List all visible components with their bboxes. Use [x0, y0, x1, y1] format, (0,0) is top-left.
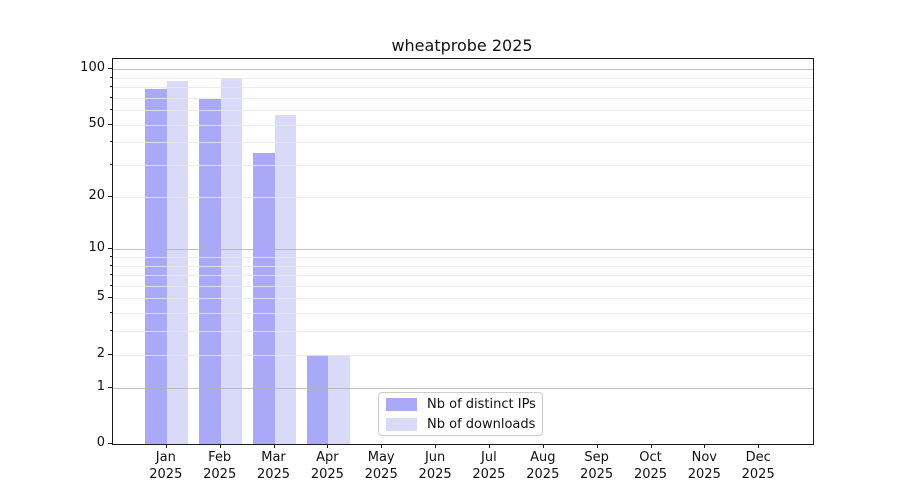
minor-gridline	[113, 124, 813, 126]
y-tick-label: 1	[96, 378, 105, 394]
y-minor-tick-mark	[110, 353, 112, 355]
bar-nb-of-downloads-feb-2025	[220, 78, 243, 444]
minor-gridline	[113, 265, 813, 267]
x-tick-mark	[435, 444, 437, 448]
x-tick-label: Jun 2025	[418, 450, 452, 482]
legend: Nb of distinct IPs Nb of downloads	[378, 392, 543, 436]
y-minor-tick-mark	[110, 164, 112, 165]
y-minor-tick-mark	[110, 141, 112, 143]
y-minor-tick-mark	[110, 195, 112, 197]
x-tick-mark	[650, 444, 652, 448]
x-tick-mark	[165, 444, 167, 448]
y-minor-tick-mark	[110, 85, 112, 87]
minor-gridline	[113, 196, 813, 198]
major-gridline	[113, 249, 813, 251]
y-tick-mark	[108, 443, 112, 444]
y-minor-tick-mark	[110, 96, 112, 98]
y-tick-label: 50	[88, 115, 105, 131]
y-tick-label: 5	[96, 289, 105, 305]
x-tick-mark	[542, 444, 544, 448]
y-tick-label: 0	[96, 435, 105, 450]
x-tick-label: Oct 2025	[633, 450, 668, 482]
y-minor-tick-mark	[110, 312, 112, 314]
x-tick-label: Aug 2025	[526, 450, 560, 482]
x-tick-label: May 2025	[364, 450, 398, 482]
y-minor-tick-mark	[110, 255, 112, 257]
minor-gridline	[113, 313, 813, 315]
minor-gridline	[113, 110, 813, 111]
legend-item-distinct-ips: Nb of distinct IPs	[386, 397, 542, 412]
legend-swatch-downloads	[386, 417, 417, 431]
y-minor-tick-mark	[110, 264, 112, 266]
minor-gridline	[113, 165, 813, 166]
minor-gridline	[113, 86, 813, 88]
y-tick-mark	[108, 248, 112, 250]
minor-gridline	[113, 256, 813, 258]
x-tick-label: Jul 2025	[472, 450, 506, 482]
bar-nb-of-distinct-ips-feb-2025	[199, 98, 221, 444]
x-tick-mark	[758, 444, 760, 448]
y-tick-label: 10	[88, 240, 105, 256]
y-tick-label: 20	[88, 187, 105, 203]
minor-gridline	[113, 275, 813, 276]
x-tick-label: Mar 2025	[256, 450, 291, 482]
x-tick-label: Sep 2025	[580, 450, 614, 482]
x-tick-label: Nov 2025	[687, 450, 721, 482]
x-tick-mark	[327, 444, 329, 448]
bar-nb-of-downloads-mar-2025	[274, 115, 297, 444]
y-minor-tick-mark	[110, 109, 112, 110]
chart-title: wheatprobe 2025	[391, 36, 533, 55]
bar-nb-of-distinct-ips-apr-2025	[306, 354, 329, 444]
y-tick-label: 100	[80, 60, 105, 75]
legend-label-downloads: Nb of downloads	[427, 416, 536, 432]
x-tick-mark	[488, 444, 490, 448]
x-tick-label: Feb 2025	[203, 450, 237, 482]
minor-gridline	[113, 298, 813, 300]
y-tick-mark	[108, 68, 112, 69]
y-minor-tick-mark	[110, 297, 112, 299]
plot-area	[112, 58, 814, 445]
legend-label-distinct-ips: Nb of distinct IPs	[427, 396, 536, 412]
x-tick-label: Jan 2025	[149, 450, 183, 482]
legend-item-downloads: Nb of downloads	[386, 417, 542, 432]
bar-nb-of-downloads-jan-2025	[166, 81, 189, 444]
minor-gridline	[113, 354, 813, 356]
x-tick-mark	[704, 444, 706, 448]
y-minor-tick-mark	[110, 274, 112, 275]
x-tick-label: Apr 2025	[310, 450, 344, 482]
major-gridline	[113, 387, 813, 389]
y-minor-tick-mark	[110, 76, 112, 78]
minor-gridline	[113, 142, 813, 144]
y-minor-tick-mark	[110, 123, 112, 125]
legend-swatch-distinct-ips	[386, 397, 417, 411]
minor-gridline	[113, 77, 813, 79]
x-tick-label: Dec 2025	[741, 450, 775, 482]
minor-gridline	[113, 97, 813, 99]
y-minor-tick-mark	[110, 284, 112, 286]
y-minor-tick-mark	[110, 330, 112, 332]
x-tick-mark	[219, 444, 221, 448]
x-tick-mark	[381, 444, 383, 448]
minor-gridline	[113, 331, 813, 333]
y-tick-label: 2	[96, 345, 105, 361]
major-gridline	[113, 69, 813, 70]
minor-gridline	[113, 285, 813, 287]
x-tick-mark	[596, 444, 598, 448]
x-tick-mark	[273, 444, 275, 448]
y-tick-mark	[108, 386, 112, 388]
bar-nb-of-downloads-apr-2025	[328, 354, 350, 444]
